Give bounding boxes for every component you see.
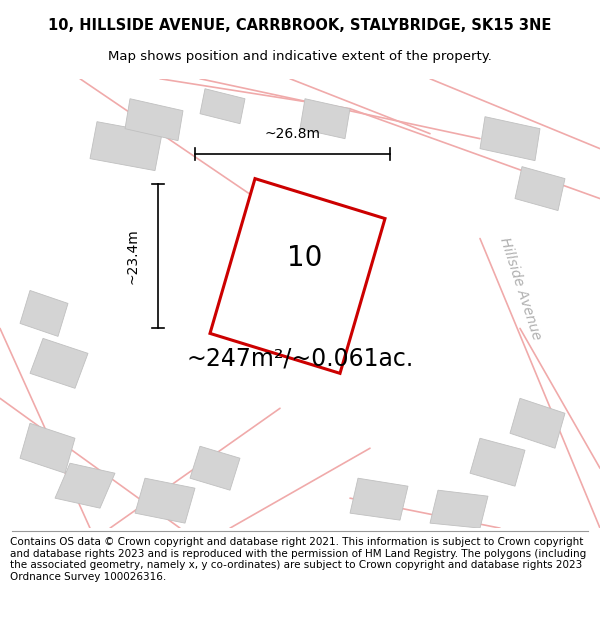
Polygon shape — [30, 338, 88, 388]
Polygon shape — [510, 398, 565, 448]
Text: 10, HILLSIDE AVENUE, CARRBROOK, STALYBRIDGE, SK15 3NE: 10, HILLSIDE AVENUE, CARRBROOK, STALYBRI… — [49, 18, 551, 32]
Polygon shape — [480, 117, 540, 161]
Polygon shape — [200, 89, 245, 124]
Polygon shape — [470, 438, 525, 486]
Text: 10: 10 — [287, 244, 323, 272]
Text: ~23.4m: ~23.4m — [125, 229, 139, 284]
Polygon shape — [430, 490, 488, 528]
Polygon shape — [125, 99, 183, 141]
Polygon shape — [135, 478, 195, 523]
Polygon shape — [210, 179, 385, 373]
Polygon shape — [190, 446, 240, 490]
Text: ~247m²/~0.061ac.: ~247m²/~0.061ac. — [187, 346, 413, 371]
Polygon shape — [55, 463, 115, 508]
Polygon shape — [90, 122, 162, 171]
Text: ~26.8m: ~26.8m — [265, 127, 321, 141]
Text: Map shows position and indicative extent of the property.: Map shows position and indicative extent… — [108, 50, 492, 63]
Polygon shape — [20, 291, 68, 336]
Text: Contains OS data © Crown copyright and database right 2021. This information is : Contains OS data © Crown copyright and d… — [10, 537, 586, 582]
Polygon shape — [350, 478, 408, 520]
Polygon shape — [515, 167, 565, 211]
Polygon shape — [20, 423, 75, 473]
Text: Hillside Avenue: Hillside Avenue — [497, 236, 543, 341]
Polygon shape — [300, 99, 350, 139]
